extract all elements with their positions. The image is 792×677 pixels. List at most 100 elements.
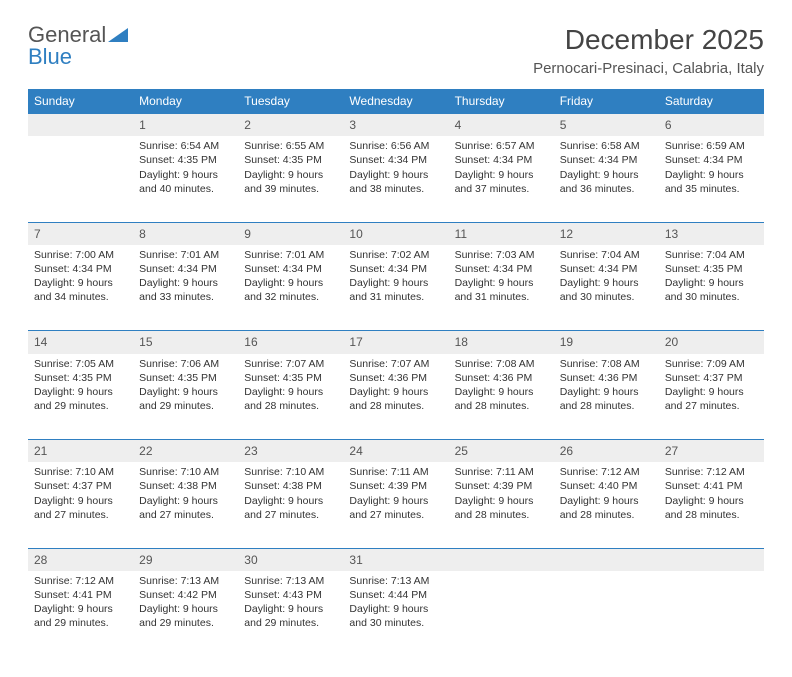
sunrise-text: Sunrise: 7:07 AM [244, 357, 337, 371]
daylight-text: Daylight: 9 hours and 30 minutes. [665, 276, 758, 304]
sunrise-text: Sunrise: 7:04 AM [665, 248, 758, 262]
daynum-row: 21222324252627 [28, 440, 764, 463]
day-cell: Sunrise: 7:01 AMSunset: 4:34 PMDaylight:… [133, 245, 238, 331]
sunset-text: Sunset: 4:34 PM [455, 153, 548, 167]
daylight-text: Daylight: 9 hours and 30 minutes. [349, 602, 442, 630]
day-number-cell: 2 [238, 114, 343, 137]
weekday-header: Wednesday [343, 89, 448, 114]
sunset-text: Sunset: 4:34 PM [349, 153, 442, 167]
sunrise-text: Sunrise: 7:04 AM [560, 248, 653, 262]
month-title: December 2025 [533, 24, 764, 56]
sunset-text: Sunset: 4:34 PM [34, 262, 127, 276]
sunset-text: Sunset: 4:35 PM [139, 371, 232, 385]
sunset-text: Sunset: 4:38 PM [139, 479, 232, 493]
sunrise-text: Sunrise: 7:01 AM [139, 248, 232, 262]
day-cell: Sunrise: 7:09 AMSunset: 4:37 PMDaylight:… [659, 354, 764, 440]
daylight-text: Daylight: 9 hours and 31 minutes. [455, 276, 548, 304]
day-number-cell: 18 [449, 331, 554, 354]
day-cell: Sunrise: 7:12 AMSunset: 4:41 PMDaylight:… [659, 462, 764, 548]
day-cell: Sunrise: 6:54 AMSunset: 4:35 PMDaylight:… [133, 136, 238, 222]
day-number-cell: 1 [133, 114, 238, 137]
daylight-text: Daylight: 9 hours and 28 minutes. [665, 494, 758, 522]
daylight-text: Daylight: 9 hours and 29 minutes. [34, 385, 127, 413]
sunset-text: Sunset: 4:34 PM [139, 262, 232, 276]
day-cell: Sunrise: 7:11 AMSunset: 4:39 PMDaylight:… [343, 462, 448, 548]
day-cell: Sunrise: 7:08 AMSunset: 4:36 PMDaylight:… [554, 354, 659, 440]
day-number-cell [659, 548, 764, 571]
day-body-row: Sunrise: 7:10 AMSunset: 4:37 PMDaylight:… [28, 462, 764, 548]
daylight-text: Daylight: 9 hours and 39 minutes. [244, 168, 337, 196]
day-cell: Sunrise: 7:10 AMSunset: 4:38 PMDaylight:… [133, 462, 238, 548]
sunrise-text: Sunrise: 7:02 AM [349, 248, 442, 262]
sunrise-text: Sunrise: 7:01 AM [244, 248, 337, 262]
day-number-cell: 31 [343, 548, 448, 571]
day-number-cell: 5 [554, 114, 659, 137]
day-number-cell: 24 [343, 440, 448, 463]
sunrise-text: Sunrise: 7:12 AM [34, 574, 127, 588]
day-number-cell: 20 [659, 331, 764, 354]
day-cell: Sunrise: 7:10 AMSunset: 4:38 PMDaylight:… [238, 462, 343, 548]
sunset-text: Sunset: 4:34 PM [560, 262, 653, 276]
day-cell: Sunrise: 7:06 AMSunset: 4:35 PMDaylight:… [133, 354, 238, 440]
sunrise-text: Sunrise: 7:08 AM [560, 357, 653, 371]
sunset-text: Sunset: 4:34 PM [455, 262, 548, 276]
daylight-text: Daylight: 9 hours and 28 minutes. [455, 494, 548, 522]
daylight-text: Daylight: 9 hours and 27 minutes. [665, 385, 758, 413]
sunset-text: Sunset: 4:39 PM [455, 479, 548, 493]
day-cell: Sunrise: 7:11 AMSunset: 4:39 PMDaylight:… [449, 462, 554, 548]
day-cell: Sunrise: 7:01 AMSunset: 4:34 PMDaylight:… [238, 245, 343, 331]
sunset-text: Sunset: 4:34 PM [665, 153, 758, 167]
sunrise-text: Sunrise: 6:58 AM [560, 139, 653, 153]
day-cell: Sunrise: 7:05 AMSunset: 4:35 PMDaylight:… [28, 354, 133, 440]
weekday-header: Sunday [28, 89, 133, 114]
day-cell: Sunrise: 7:04 AMSunset: 4:35 PMDaylight:… [659, 245, 764, 331]
weekday-header: Thursday [449, 89, 554, 114]
day-cell: Sunrise: 7:13 AMSunset: 4:42 PMDaylight:… [133, 571, 238, 657]
weekday-header-row: Sunday Monday Tuesday Wednesday Thursday… [28, 89, 764, 114]
daylight-text: Daylight: 9 hours and 27 minutes. [34, 494, 127, 522]
day-cell: Sunrise: 7:00 AMSunset: 4:34 PMDaylight:… [28, 245, 133, 331]
day-number-cell: 12 [554, 222, 659, 245]
sunset-text: Sunset: 4:44 PM [349, 588, 442, 602]
weekday-header: Tuesday [238, 89, 343, 114]
sunset-text: Sunset: 4:35 PM [244, 153, 337, 167]
sunrise-text: Sunrise: 7:13 AM [244, 574, 337, 588]
sunset-text: Sunset: 4:34 PM [244, 262, 337, 276]
sunrise-text: Sunrise: 6:56 AM [349, 139, 442, 153]
daylight-text: Daylight: 9 hours and 37 minutes. [455, 168, 548, 196]
day-number-cell: 9 [238, 222, 343, 245]
daylight-text: Daylight: 9 hours and 30 minutes. [560, 276, 653, 304]
sunset-text: Sunset: 4:41 PM [665, 479, 758, 493]
sunrise-text: Sunrise: 7:07 AM [349, 357, 442, 371]
sunset-text: Sunset: 4:42 PM [139, 588, 232, 602]
day-number-cell: 23 [238, 440, 343, 463]
sunrise-text: Sunrise: 7:11 AM [349, 465, 442, 479]
day-number-cell: 13 [659, 222, 764, 245]
daylight-text: Daylight: 9 hours and 27 minutes. [244, 494, 337, 522]
day-number-cell [28, 114, 133, 137]
sunrise-text: Sunrise: 7:05 AM [34, 357, 127, 371]
sunrise-text: Sunrise: 7:11 AM [455, 465, 548, 479]
day-number-cell: 27 [659, 440, 764, 463]
sunset-text: Sunset: 4:39 PM [349, 479, 442, 493]
daylight-text: Daylight: 9 hours and 34 minutes. [34, 276, 127, 304]
sunrise-text: Sunrise: 7:10 AM [34, 465, 127, 479]
location-label: Pernocari-Presinaci, Calabria, Italy [533, 60, 764, 77]
logo: General Blue [28, 24, 128, 68]
day-number-cell: 15 [133, 331, 238, 354]
daylight-text: Daylight: 9 hours and 40 minutes. [139, 168, 232, 196]
day-number-cell: 4 [449, 114, 554, 137]
day-number-cell: 30 [238, 548, 343, 571]
day-body-row: Sunrise: 7:12 AMSunset: 4:41 PM Daylight:… [28, 571, 764, 657]
sunset-text: Sunset: 4:35 PM [34, 371, 127, 385]
sunset-text: Sunset: 4:41 PM [34, 588, 127, 602]
day-number-cell: 6 [659, 114, 764, 137]
daylight-text: Daylight: 9 hours and 27 minutes. [349, 494, 442, 522]
day-cell: Sunrise: 7:02 AMSunset: 4:34 PMDaylight:… [343, 245, 448, 331]
daylight-text: Daylight: 9 hours and 27 minutes. [139, 494, 232, 522]
day-cell [659, 571, 764, 657]
header: General Blue December 2025 Pernocari-Pre… [28, 24, 764, 77]
sunrise-text: Sunrise: 7:09 AM [665, 357, 758, 371]
day-cell: Sunrise: 7:13 AMSunset: 4:44 PMDaylight:… [343, 571, 448, 657]
logo-text: General Blue [28, 24, 128, 68]
